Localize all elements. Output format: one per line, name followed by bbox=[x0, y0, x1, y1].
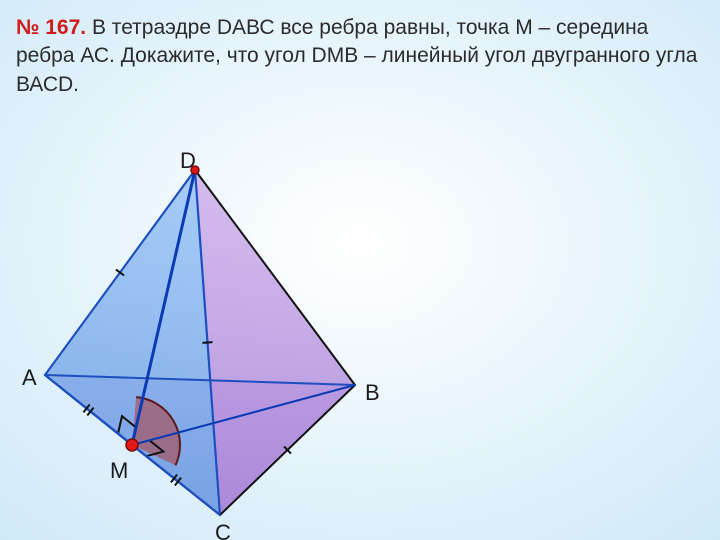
problem-body: В тетраэдре DАВС все ребра равны, точка … bbox=[16, 16, 698, 96]
vertex-label-M: М bbox=[110, 458, 128, 484]
vertex-label-C: С bbox=[215, 520, 231, 540]
vertex-label-B: В bbox=[365, 380, 380, 406]
tetrahedron-figure: DАВСМ bbox=[20, 130, 420, 530]
problem-statement: № 167. В тетраэдре DАВС все ребра равны,… bbox=[16, 14, 700, 99]
problem-number: № 167. bbox=[16, 16, 86, 39]
vertex-label-D: D bbox=[180, 148, 196, 174]
vertex-label-A: А bbox=[22, 365, 37, 391]
